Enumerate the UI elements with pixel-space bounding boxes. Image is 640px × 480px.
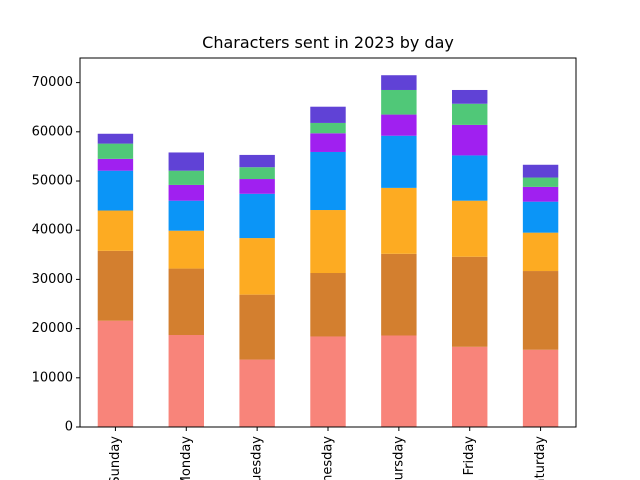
bar-segment	[239, 294, 275, 360]
bar-segment	[168, 170, 204, 185]
bar-segment	[452, 103, 488, 125]
bar-segment	[168, 184, 204, 201]
bar-segment	[310, 210, 346, 274]
bar-segment	[522, 177, 559, 187]
x-tick-label: Wednesday	[321, 436, 336, 480]
bar-segment	[310, 336, 346, 427]
plot-frame	[79, 57, 577, 428]
bar-segment	[97, 143, 134, 159]
y-tick-label: 70000	[32, 75, 73, 90]
x-tick-label: Tuesday	[250, 436, 265, 480]
x-tick-label: Friday	[462, 436, 477, 476]
bar-segment	[239, 359, 275, 427]
bar-segment	[522, 271, 559, 350]
bar-segment	[452, 124, 488, 156]
bar-segment	[522, 201, 559, 233]
bar-segment	[97, 133, 134, 144]
bar-segment	[239, 154, 275, 168]
bar-segment	[168, 268, 204, 335]
x-tick-label: Sunday	[108, 436, 123, 480]
bar-segment	[168, 152, 204, 171]
bar-segment	[381, 253, 417, 336]
bar-segment	[310, 133, 346, 152]
bar-segment	[381, 135, 417, 188]
bar-segment	[310, 151, 346, 211]
y-tick-label: 50000	[32, 174, 73, 189]
bar-segment	[168, 200, 204, 231]
bar-segment	[97, 320, 134, 427]
bar-segment	[452, 200, 488, 257]
y-tick-label: 20000	[32, 321, 73, 336]
x-tick-label: Monday	[179, 436, 194, 480]
bar-segment	[381, 335, 417, 427]
y-tick-label: 60000	[32, 124, 73, 139]
y-tick-label: 40000	[32, 223, 73, 238]
bar-segment	[452, 346, 488, 427]
bar-segment	[97, 170, 134, 211]
y-tick-label: 0	[65, 420, 73, 435]
x-tick-label: Thursday	[391, 436, 406, 480]
bar-segment	[97, 210, 134, 251]
bar-segment	[522, 164, 559, 178]
y-tick-label: 30000	[32, 272, 73, 287]
bar-segment	[97, 158, 134, 171]
bar-segment	[97, 250, 134, 321]
x-tick-label: Saturday	[533, 436, 548, 480]
bar-segment	[168, 334, 204, 427]
bar-segment	[381, 114, 417, 136]
y-tick-label: 10000	[32, 370, 73, 385]
bar-segment	[239, 167, 275, 180]
bar-segment	[452, 256, 488, 347]
bar-segment	[239, 238, 275, 295]
bar-segment	[310, 122, 346, 134]
bar-segment	[452, 155, 488, 201]
bar-segment	[239, 179, 275, 194]
chart-title: Characters sent in 2023 by day	[202, 33, 454, 52]
bar-segment	[522, 349, 559, 427]
bar-segment	[522, 232, 559, 272]
bar-segment	[381, 89, 417, 115]
bar-segment	[310, 273, 346, 337]
bar-segment	[310, 106, 346, 123]
bar-segment	[239, 193, 275, 239]
bar-segment	[522, 186, 559, 202]
bar-segment	[452, 89, 488, 104]
bar-segment	[168, 230, 204, 269]
bar-segment	[381, 75, 417, 90]
bar-segment	[381, 187, 417, 254]
